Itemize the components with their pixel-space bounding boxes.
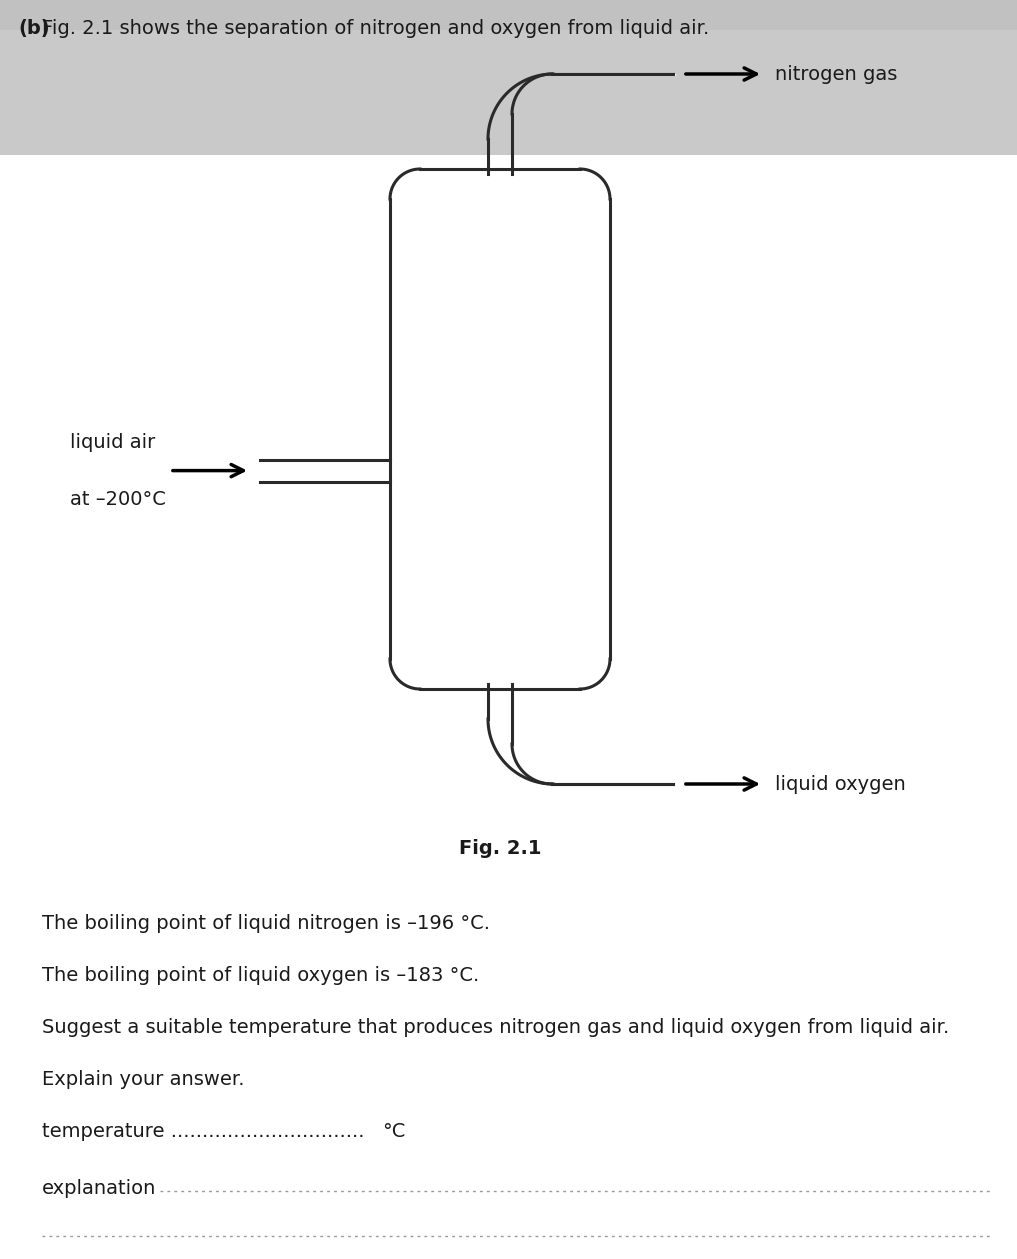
Text: Fig. 2.1: Fig. 2.1 bbox=[459, 838, 541, 857]
Text: explanation: explanation bbox=[42, 1178, 157, 1199]
Bar bbox=[0, 0, 1017, 155]
Bar bbox=[0, 155, 1017, 1259]
Bar bbox=[0, 0, 1017, 30]
Text: temperature ...............................: temperature ............................… bbox=[42, 1122, 364, 1141]
Text: Fig. 2.1 shows the separation of nitrogen and oxygen from liquid air.: Fig. 2.1 shows the separation of nitroge… bbox=[42, 19, 709, 38]
Text: liquid oxygen: liquid oxygen bbox=[775, 774, 906, 793]
Text: at –200°C: at –200°C bbox=[70, 490, 166, 509]
Text: (b): (b) bbox=[18, 19, 50, 38]
Text: Suggest a suitable temperature that produces nitrogen gas and liquid oxygen from: Suggest a suitable temperature that prod… bbox=[42, 1019, 949, 1037]
Text: liquid air: liquid air bbox=[70, 433, 156, 452]
Text: °C: °C bbox=[382, 1122, 406, 1141]
Text: The boiling point of liquid oxygen is –183 °C.: The boiling point of liquid oxygen is –1… bbox=[42, 966, 479, 985]
Text: Explain your answer.: Explain your answer. bbox=[42, 1070, 244, 1089]
Text: nitrogen gas: nitrogen gas bbox=[775, 64, 897, 83]
Text: The boiling point of liquid nitrogen is –196 °C.: The boiling point of liquid nitrogen is … bbox=[42, 914, 490, 933]
